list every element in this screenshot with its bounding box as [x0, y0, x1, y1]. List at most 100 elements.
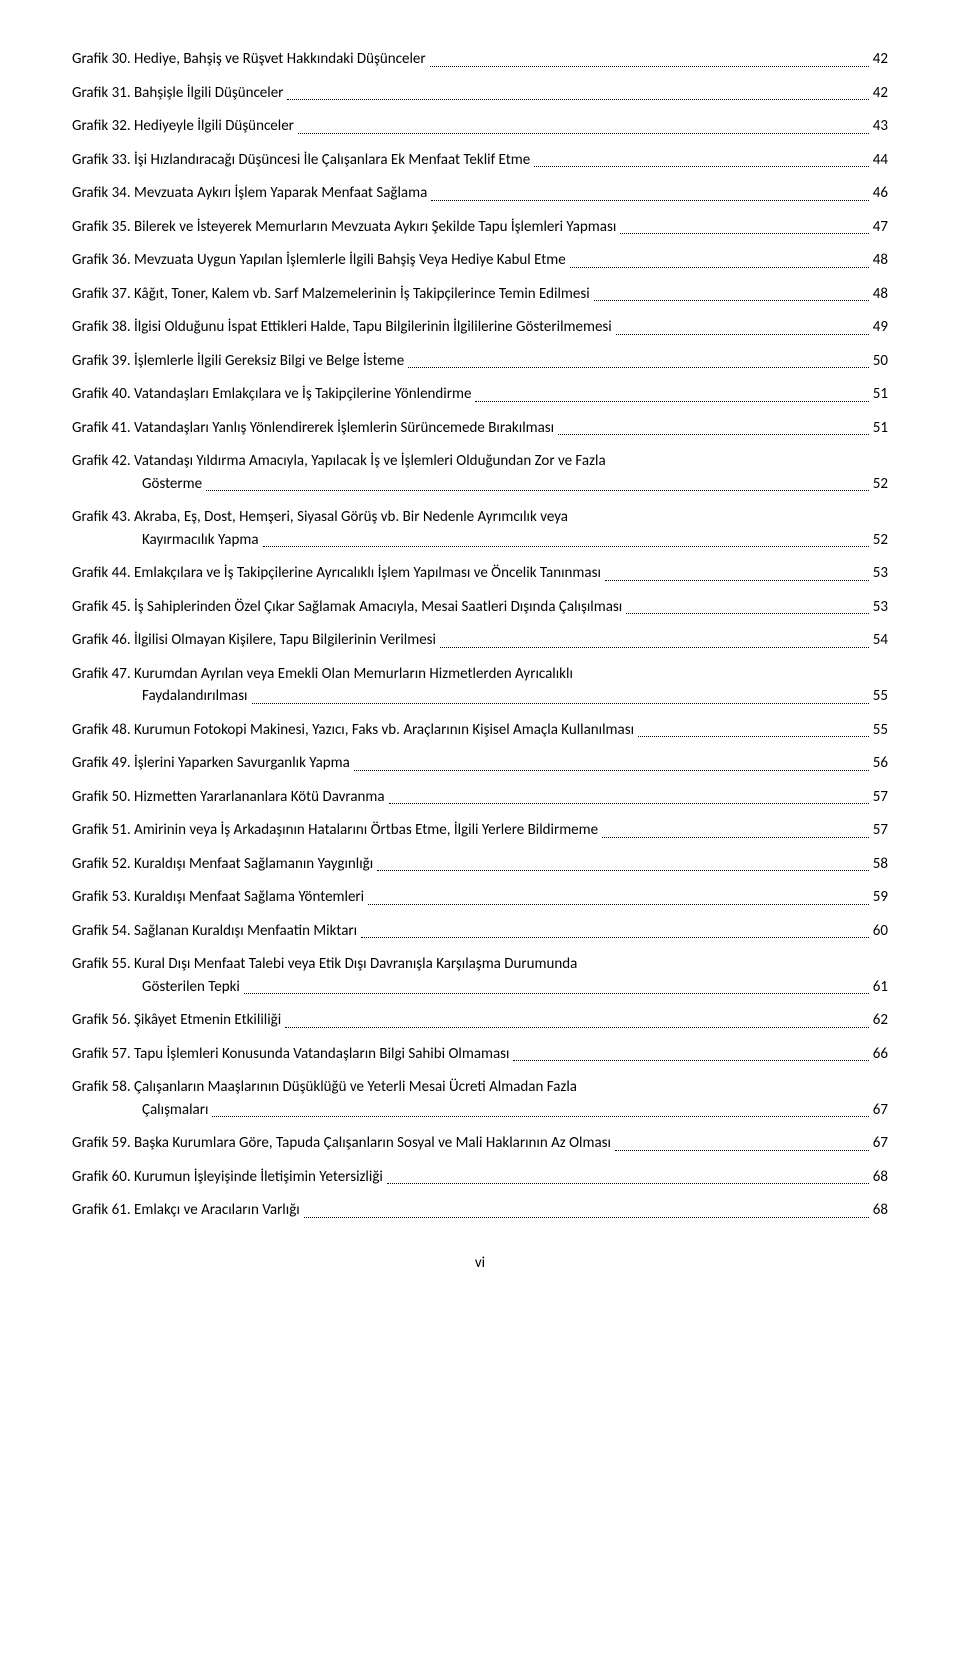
toc-entry-line2: Faydalandırılması — [142, 685, 248, 708]
toc-page-number: 61 — [873, 976, 888, 999]
toc-entry-text: Grafik 61. Emlakçı ve Aracıların Varlığı — [72, 1199, 300, 1222]
toc-entry: Grafik 41. Vatandaşları Yanlış Yönlendir… — [72, 417, 888, 440]
toc-page-number: 53 — [873, 596, 888, 619]
toc-entry-line1: Grafik 55. Kural Dışı Menfaat Talebi vey… — [72, 953, 888, 976]
toc-entry: Grafik 36. Mevzuata Uygun Yapılan İşleml… — [72, 249, 888, 272]
toc-entry-text: Grafik 35. Bilerek ve İsteyerek Memurlar… — [72, 216, 616, 239]
toc-entry-text: Grafik 34. Mevzuata Aykırı İşlem Yaparak… — [72, 182, 427, 205]
toc-entry: Grafik 46. İlgilisi Olmayan Kişilere, Ta… — [72, 629, 888, 652]
toc-leader-dots — [285, 1014, 869, 1028]
toc-leader-dots — [534, 154, 869, 168]
toc-page-number: 56 — [873, 752, 888, 775]
toc-entry: Grafik 35. Bilerek ve İsteyerek Memurlar… — [72, 216, 888, 239]
toc-entry-text: Grafik 46. İlgilisi Olmayan Kişilere, Ta… — [72, 629, 436, 652]
toc-leader-dots — [252, 690, 869, 704]
toc-entry-text: Grafik 38. İlgisi Olduğunu İspat Ettikle… — [72, 316, 612, 339]
toc-page-number: 52 — [873, 529, 888, 552]
toc-entry: Grafik 60. Kurumun İşleyişinde İletişimi… — [72, 1166, 888, 1189]
toc-page-number: 47 — [873, 216, 888, 239]
toc-leader-dots — [389, 791, 869, 805]
toc-page-number: 68 — [873, 1166, 888, 1189]
toc-page-number: 51 — [873, 417, 888, 440]
toc-entry-text: Grafik 51. Amirinin veya İş Arkadaşının … — [72, 819, 598, 842]
toc-page-number: 55 — [873, 685, 888, 708]
toc-page-number: 55 — [873, 719, 888, 742]
toc-entry: Grafik 53. Kuraldışı Menfaat Sağlama Yön… — [72, 886, 888, 909]
toc-entry: Grafik 54. Sağlanan Kuraldışı Menfaatin … — [72, 920, 888, 943]
toc-leader-dots — [475, 388, 868, 402]
toc-leader-dots — [594, 288, 869, 302]
toc-entry-text: Grafik 31. Bahşişle İlgili Düşünceler — [72, 82, 283, 105]
toc-entry-text: Grafik 59. Başka Kurumlara Göre, Tapuda … — [72, 1132, 611, 1155]
toc-leader-dots — [354, 757, 869, 771]
toc-page-number: 54 — [873, 629, 888, 652]
toc-entry: Grafik 40. Vatandaşları Emlakçılara ve İ… — [72, 383, 888, 406]
toc-leader-dots — [408, 355, 869, 369]
toc-entry: Grafik 39. İşlemlerle İlgili Gereksiz Bi… — [72, 350, 888, 373]
toc-entry-text: Grafik 54. Sağlanan Kuraldışı Menfaatin … — [72, 920, 357, 943]
toc-entry-text: Grafik 60. Kurumun İşleyişinde İletişimi… — [72, 1166, 383, 1189]
toc-entry: Grafik 44. Emlakçılara ve İş Takipçileri… — [72, 562, 888, 585]
toc-entry: Grafik 45. İş Sahiplerinden Özel Çıkar S… — [72, 596, 888, 619]
toc-page-number: 67 — [873, 1099, 888, 1122]
toc-page-number: 49 — [873, 316, 888, 339]
toc-entry-line2-wrap: Kayırmacılık Yapma 52 — [72, 529, 888, 552]
toc-entry-text: Grafik 48. Kurumun Fotokopi Makinesi, Ya… — [72, 719, 634, 742]
toc-entry-text: Grafik 32. Hediyeyle İlgili Düşünceler — [72, 115, 294, 138]
toc-entry: Grafik 42. Vatandaşı Yıldırma Amacıyla, … — [72, 450, 888, 495]
toc-entry-line2-wrap: Gösterme 52 — [72, 473, 888, 496]
toc-page-number: 42 — [873, 82, 888, 105]
toc-page-number: 67 — [873, 1132, 888, 1155]
toc-entry: Grafik 43. Akraba, Eş, Dost, Hemşeri, Si… — [72, 506, 888, 551]
toc-page-number: 48 — [873, 249, 888, 272]
toc-entry: Grafik 33. İşi Hızlandıracağı Düşüncesi … — [72, 149, 888, 172]
toc-entry: Grafik 55. Kural Dışı Menfaat Talebi vey… — [72, 953, 888, 998]
toc-page-number: 52 — [873, 473, 888, 496]
toc-page-number: 51 — [873, 383, 888, 406]
toc-leader-dots — [387, 1171, 869, 1185]
toc-page-number: 59 — [873, 886, 888, 909]
toc-page-number: 42 — [873, 48, 888, 71]
toc-entry-text: Grafik 37. Kâğıt, Toner, Kalem vb. Sarf … — [72, 283, 590, 306]
toc-entry-line1: Grafik 58. Çalışanların Maaşlarının Düşü… — [72, 1076, 888, 1099]
toc-entry: Grafik 49. İşlerini Yaparken Savurganlık… — [72, 752, 888, 775]
toc-leader-dots — [368, 891, 869, 905]
toc-page-number: 68 — [873, 1199, 888, 1222]
toc-leader-dots — [605, 567, 869, 581]
toc-entry: Grafik 56. Şikâyet Etmenin Etkililiği 62 — [72, 1009, 888, 1032]
toc-entry-line1: Grafik 47. Kurumdan Ayrılan veya Emekli … — [72, 663, 888, 686]
toc-entry: Grafik 30. Hediye, Bahşiş ve Rüşvet Hakk… — [72, 48, 888, 71]
toc-leader-dots — [620, 221, 869, 235]
toc-leader-dots — [570, 254, 869, 268]
toc-leader-dots — [513, 1048, 868, 1062]
toc-entry-line2-wrap: Faydalandırılması 55 — [72, 685, 888, 708]
toc-entry-text: Grafik 36. Mevzuata Uygun Yapılan İşleml… — [72, 249, 566, 272]
toc-entry-text: Grafik 45. İş Sahiplerinden Özel Çıkar S… — [72, 596, 622, 619]
table-of-contents: Grafik 30. Hediye, Bahşiş ve Rüşvet Hakk… — [72, 48, 888, 1222]
toc-entry-text: Grafik 52. Kuraldışı Menfaat Sağlamanın … — [72, 853, 373, 876]
page-number-footer: vi — [72, 1252, 888, 1275]
toc-page-number: 48 — [873, 283, 888, 306]
toc-page-number: 57 — [873, 819, 888, 842]
toc-page-number: 57 — [873, 786, 888, 809]
toc-leader-dots — [602, 824, 869, 838]
toc-leader-dots — [361, 925, 869, 939]
toc-entry: Grafik 47. Kurumdan Ayrılan veya Emekli … — [72, 663, 888, 708]
toc-page-number: 66 — [873, 1043, 888, 1066]
toc-entry-text: Grafik 57. Tapu İşlemleri Konusunda Vata… — [72, 1043, 509, 1066]
toc-leader-dots — [377, 858, 869, 872]
toc-entry-text: Grafik 30. Hediye, Bahşiş ve Rüşvet Hakk… — [72, 48, 426, 71]
toc-page-number: 43 — [873, 115, 888, 138]
toc-entry-line2-wrap: Çalışmaları 67 — [72, 1099, 888, 1122]
toc-entry: Grafik 52. Kuraldışı Menfaat Sağlamanın … — [72, 853, 888, 876]
toc-entry: Grafik 59. Başka Kurumlara Göre, Tapuda … — [72, 1132, 888, 1155]
toc-leader-dots — [616, 321, 869, 335]
toc-leader-dots — [431, 187, 869, 201]
toc-leader-dots — [430, 53, 869, 67]
toc-entry-line2-wrap: Gösterilen Tepki 61 — [72, 976, 888, 999]
toc-entry-line2: Kayırmacılık Yapma — [142, 529, 259, 552]
toc-entry: Grafik 50. Hizmetten Yararlananlara Kötü… — [72, 786, 888, 809]
toc-page-number: 44 — [873, 149, 888, 172]
toc-leader-dots — [263, 534, 869, 548]
toc-leader-dots — [440, 634, 869, 648]
